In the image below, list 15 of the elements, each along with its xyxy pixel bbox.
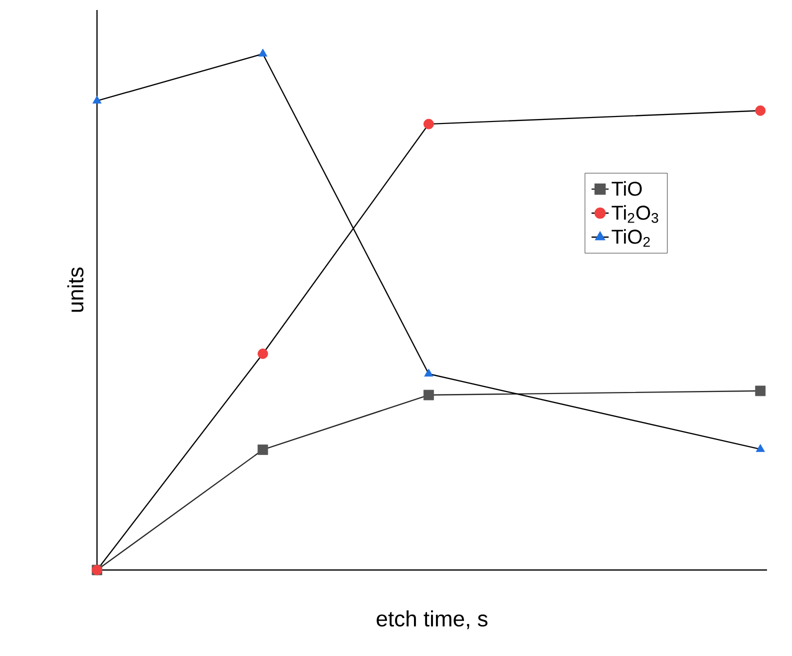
point xyxy=(755,386,766,396)
point xyxy=(258,348,268,359)
point xyxy=(756,444,765,452)
point xyxy=(755,105,766,116)
legend-label: Ti$_{2}$O$_{3}$ xyxy=(612,205,658,223)
point xyxy=(424,368,434,377)
point xyxy=(258,444,268,455)
legend-label: TiO xyxy=(612,181,642,196)
x-axis-title: etch time, s xyxy=(376,610,488,630)
legend-label: TiO$_{2}$ xyxy=(612,229,650,247)
point xyxy=(423,390,434,400)
point xyxy=(423,118,434,130)
point xyxy=(92,96,102,104)
point xyxy=(258,48,268,57)
y-axis-title: units xyxy=(67,268,84,312)
